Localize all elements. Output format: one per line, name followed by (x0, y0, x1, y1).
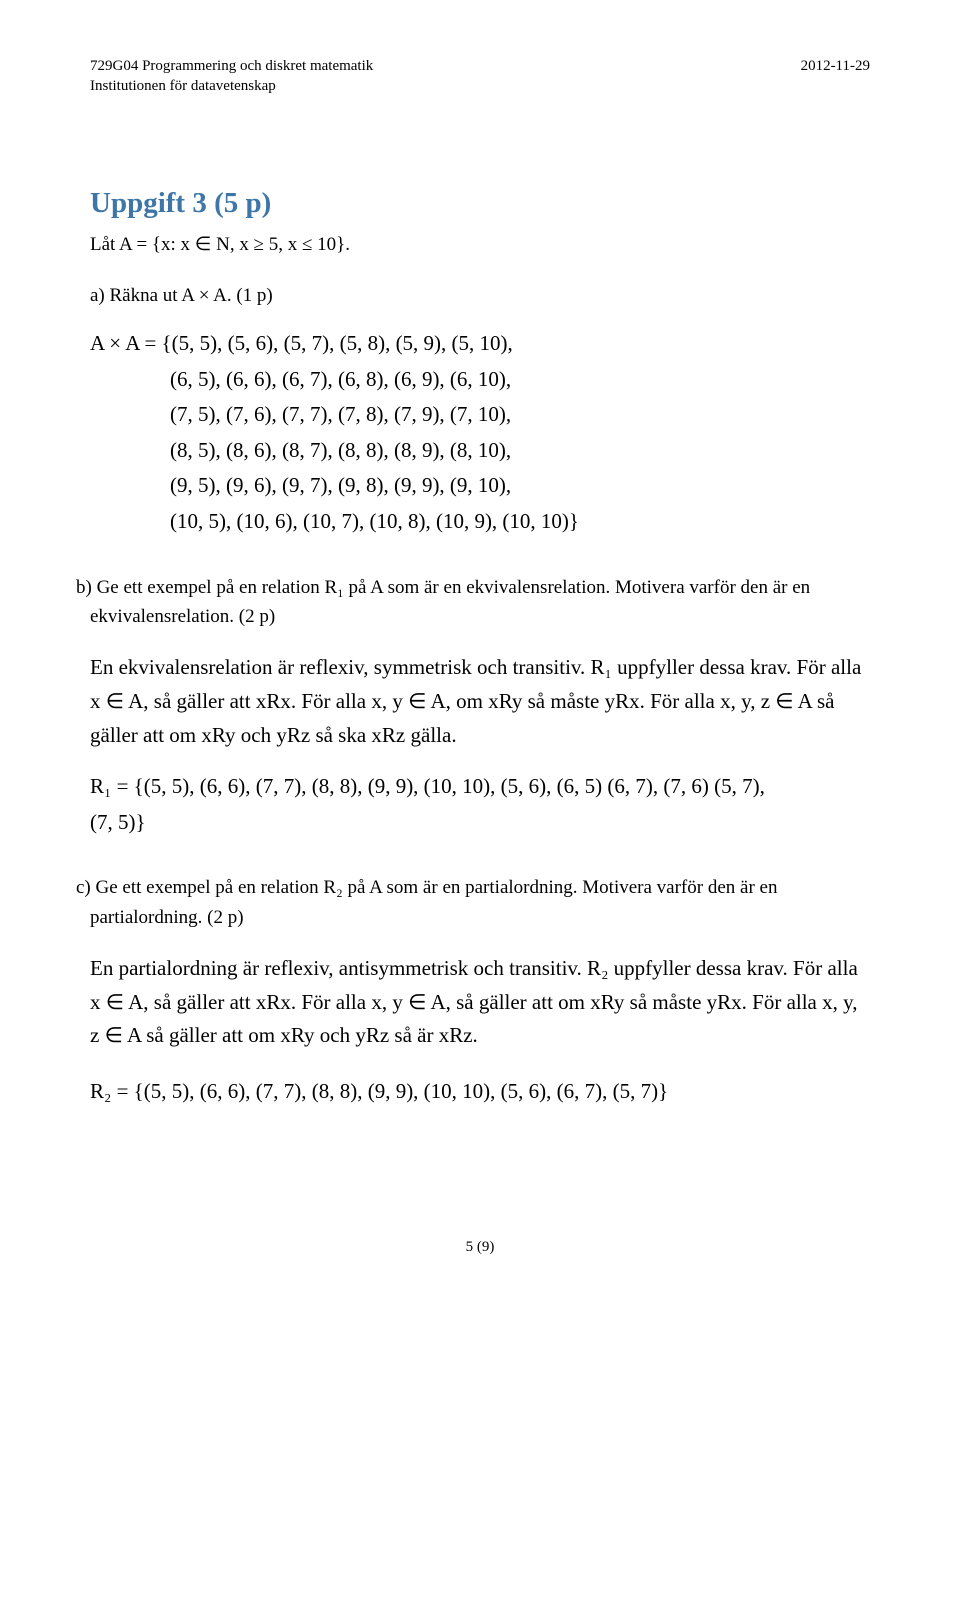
part-c-answer: En partialordning är reflexiv, antisymme… (90, 952, 870, 1108)
header-date: 2012-11-29 (801, 56, 870, 97)
b-set-line2: (7, 5)} (90, 806, 870, 840)
set-definition: Låt A = {x: x ∈ N, x ≥ 5, x ≤ 10}. (90, 230, 870, 259)
part-c-prompt: c) Ge ett exempel på en relation R₂ på A… (76, 873, 870, 932)
page-number: 5 (9) (90, 1239, 870, 1256)
part-a-prompt: a) Räkna ut A × A. (1 p) (90, 285, 870, 307)
part-b-prompt: b) Ge ett exempel på en relation R₁ på A… (76, 573, 870, 632)
page-header: 729G04 Programmering och diskret matemat… (90, 56, 870, 97)
task-heading: Uppgift 3 (5 p) (90, 187, 870, 220)
axa-row-lead: A × A = {(5, 5), (5, 6), (5, 7), (5, 8),… (90, 327, 870, 361)
b-explanation: En ekvivalensrelation är reflexiv, symme… (90, 651, 870, 752)
course-code: 729G04 Programmering och diskret matemat… (90, 56, 373, 76)
part-a-answer: A × A = {(5, 5), (5, 6), (5, 7), (5, 8),… (90, 327, 870, 539)
c-explanation: En partialordning är reflexiv, antisymme… (90, 952, 870, 1053)
axa-row-1: (6, 5), (6, 6), (6, 7), (6, 8), (6, 9), … (90, 363, 870, 397)
department: Institutionen för datavetenskap (90, 76, 373, 96)
part-b-answer: En ekvivalensrelation är reflexiv, symme… (90, 651, 870, 839)
header-left: 729G04 Programmering och diskret matemat… (90, 56, 373, 97)
b-set-line1: R₁ = {(5, 5), (6, 6), (7, 7), (8, 8), (9… (90, 770, 870, 804)
axa-row-2: (7, 5), (7, 6), (7, 7), (7, 8), (7, 9), … (90, 398, 870, 432)
c-set: R₂ = {(5, 5), (6, 6), (7, 7), (8, 8), (9… (90, 1075, 870, 1109)
axa-row-4: (9, 5), (9, 6), (9, 7), (9, 8), (9, 9), … (90, 469, 870, 503)
axa-row-3: (8, 5), (8, 6), (8, 7), (8, 8), (8, 9), … (90, 434, 870, 468)
axa-row-5: (10, 5), (10, 6), (10, 7), (10, 8), (10,… (90, 505, 870, 539)
